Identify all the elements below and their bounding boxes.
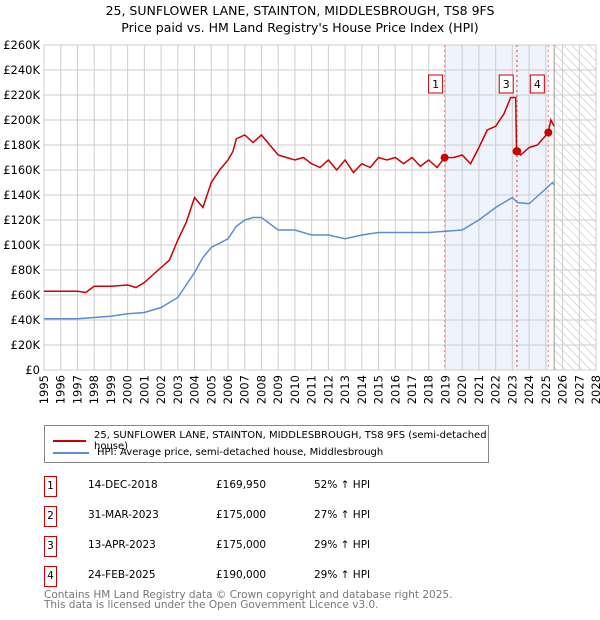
sale-point [544,128,553,137]
legend-swatch-property [53,440,86,442]
plot-area: 1995 1996 1997 1998 1999 2000 2001 2002 2003 2004… [3,38,600,404]
sale-price: £190,000 [216,569,267,581]
y-tick-label: £200K [3,113,40,127]
x-tick-label: 1995 [37,375,51,404]
y-tick-label: £40K [11,313,41,327]
y-tick-label: £80K [11,263,41,277]
sale-box [498,74,514,94]
x-tick-label: 2025 [539,375,553,404]
sale-hpi-diff: 29% ↑ HPI [314,569,371,581]
x-tick-label: 2003 [171,375,185,404]
x-tick-label: 1997 [70,375,84,404]
footer: Contains HM Land Registry data © Crown c… [44,589,453,611]
x-tick-label: 2004 [188,375,202,404]
sale-box-label: 1 [432,78,439,91]
x-tick-label: 2011 [305,375,319,404]
sale-date: 31-MAR-2023 [88,509,159,521]
x-tick-label: 2015 [372,375,386,404]
sale-hpi-diff: 27% ↑ HPI [314,509,371,521]
x-tick-label: 1998 [87,375,101,404]
legend-label-property: 25, SUNFLOWER LANE, STAINTON, MIDDLESBRO… [94,430,487,452]
x-tick-label: 2020 [455,375,469,404]
x-tick-label: 2005 [204,375,218,404]
y-tick-label: £240K [3,63,40,77]
sale-point [513,147,522,156]
x-tick-label: 2012 [321,375,335,404]
x-tick-label: 2008 [254,375,268,404]
y-tick-label: £220K [3,88,40,102]
x-tick-label: 2006 [221,375,235,404]
sale-badge: 1 [44,476,57,497]
x-tick-label: 2024 [522,375,536,404]
sale-row: 3 13-APR-2023 £175,000 29% ↑ HPI [44,536,444,557]
sale-badge: 4 [44,566,57,587]
x-tick-label: 2018 [422,375,436,404]
sale-date: 13-APR-2023 [88,539,156,551]
sale-date: 14-DEC-2018 [88,479,158,491]
y-tick-label: £60K [11,288,41,302]
x-tick-label: 1999 [104,375,118,404]
sale-row: 4 24-FEB-2025 £190,000 29% ↑ HPI [44,566,444,587]
legend-label-hpi: HPI: Average price, semi-detached house,… [97,447,384,458]
legend: 25, SUNFLOWER LANE, STAINTON, MIDDLESBRO… [44,425,489,463]
sale-date: 24-FEB-2025 [88,569,156,581]
sale-row: 2 31-MAR-2023 £175,000 27% ↑ HPI [44,506,444,527]
hpi-line [44,181,555,320]
sale-badge: 3 [44,536,57,557]
sale-box [529,74,545,94]
sale-hpi-diff: 52% ↑ HPI [314,479,371,491]
sale-price: £175,000 [216,509,267,521]
sale-hpi-diff: 29% ↑ HPI [314,539,371,551]
y-tick-label: £180K [3,138,40,152]
sale-box [428,74,444,94]
y-tick-label: £160K [3,163,40,177]
y-tick-label: £100K [3,238,40,252]
x-tick-label: 2023 [505,375,519,404]
x-tick-label: 2007 [238,375,252,404]
x-tick-label: 2002 [154,375,168,404]
sale-price: £169,950 [216,479,267,491]
chart-title: 25, SUNFLOWER LANE, STAINTON, MIDDLESBRO… [105,3,495,18]
y-tick-label: £260K [3,38,40,52]
x-tick-label: 2010 [288,375,302,404]
chart-subtitle: Price paid vs. HM Land Registry's House … [121,20,479,35]
x-tick-label: 2014 [355,375,369,404]
sale-point [440,153,449,162]
x-tick-label: 2022 [489,375,503,404]
footer-line2: This data is licensed under the Open Gov… [44,599,379,611]
sale-price: £175,000 [216,539,267,551]
sale-row: 1 14-DEC-2018 £169,950 52% ↑ HPI [44,476,444,497]
x-tick-label: 2016 [388,375,402,404]
x-tick-label: 2019 [438,375,452,404]
x-tick-label: 2001 [137,375,151,404]
x-tick-label: 2000 [121,375,135,404]
x-tick-label: 2026 [556,375,570,404]
y-tick-label: £20K [11,338,41,352]
forecast-hatch [554,45,596,370]
x-tick-label: 2017 [405,375,419,404]
x-tick-label: 1996 [54,375,68,404]
y-tick-label: £120K [3,213,40,227]
sale-badge: 2 [44,506,57,527]
y-tick-label: £140K [3,188,40,202]
property-price-line [44,96,555,294]
footer-line1: Contains HM Land Registry data © Crown c… [44,589,453,601]
x-tick-label: 2021 [472,375,486,404]
x-tick-label: 2009 [271,375,285,404]
sale-box-label: 3 [503,78,510,91]
sale-box-label: 4 [534,78,541,91]
legend-swatch-hpi [53,451,89,454]
x-tick-label: 2027 [572,375,586,404]
x-tick-label: 2013 [338,375,352,404]
y-tick-label: £0 [25,363,40,377]
x-tick-label: 2028 [589,375,600,404]
